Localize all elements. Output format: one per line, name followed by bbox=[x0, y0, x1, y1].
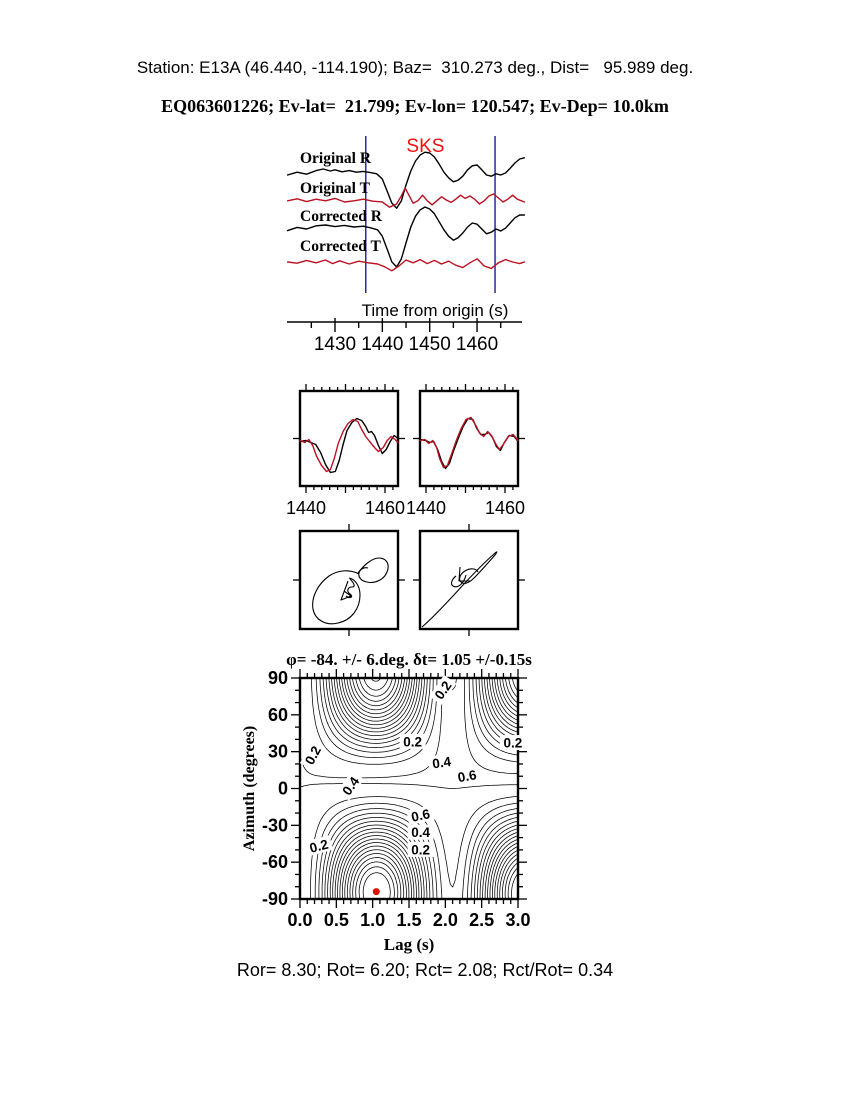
x-tick-label: 1440 bbox=[286, 498, 326, 518]
x-tick-label: 0.0 bbox=[287, 910, 312, 930]
x-tick-label: 1460 bbox=[456, 334, 498, 355]
x-tick-label: 0.5 bbox=[324, 910, 349, 930]
svg-text:0.4: 0.4 bbox=[411, 825, 430, 840]
y-tick-label: -90 bbox=[262, 889, 288, 909]
y-tick-label: -30 bbox=[262, 815, 288, 835]
contour-lines bbox=[299, 677, 519, 900]
x-axis-title: Time from origin (s) bbox=[362, 301, 509, 320]
contour-value-label: 0.2 bbox=[407, 841, 434, 857]
x-tick-label: 1440 bbox=[361, 334, 403, 355]
trace-label: Corrected T bbox=[300, 238, 381, 255]
y-tick-label: 0 bbox=[278, 779, 288, 799]
trace-original-t bbox=[286, 187, 526, 208]
svg-text:0.2: 0.2 bbox=[411, 842, 430, 857]
contour-value-label: 0.4 bbox=[407, 824, 434, 840]
x-tick-label: 1.5 bbox=[396, 910, 421, 930]
station-header: Station: E13A (46.440, -114.190); Baz= 3… bbox=[136, 58, 694, 77]
event-header: EQ063601226; Ev-lat= 21.799; Ev-lon= 120… bbox=[161, 96, 669, 116]
uncorrected-red-trace bbox=[299, 418, 399, 473]
particle-motion-figure bbox=[293, 524, 525, 636]
x-tick-label: 1440 bbox=[406, 498, 446, 518]
trace-corrected-r bbox=[286, 206, 526, 268]
svg-text:0.2: 0.2 bbox=[504, 736, 523, 751]
y-tick-label: 90 bbox=[268, 668, 288, 688]
y-tick-label: -60 bbox=[262, 852, 288, 872]
svg-text:0.6: 0.6 bbox=[410, 806, 432, 825]
x-tick-label: 1460 bbox=[485, 498, 525, 518]
x-tick-label: 3.0 bbox=[505, 910, 530, 930]
x-tick-label: 1450 bbox=[409, 334, 451, 355]
x-tick-label: 1.0 bbox=[360, 910, 385, 930]
trace-label: Corrected R bbox=[300, 208, 383, 225]
contour-value-label: 0.2 bbox=[304, 835, 334, 857]
x-tick-label: 1460 bbox=[365, 498, 405, 518]
x-tick-label: 1430 bbox=[314, 334, 356, 355]
y-tick-label: 30 bbox=[268, 742, 288, 762]
x-tick-label: 2.0 bbox=[433, 910, 458, 930]
motion-path-corrected bbox=[421, 551, 498, 628]
error-surface-figure: 0.0 0.5 1.0 1.5 2.0 2.5 3.0 90 60 30 0 -30 -60 -90 φ= … bbox=[241, 650, 532, 954]
trace-label: Original T bbox=[300, 180, 371, 197]
panel-box-uncorrected bbox=[298, 389, 400, 488]
trace-corrected-t bbox=[286, 258, 526, 272]
trace-label: Original R bbox=[300, 150, 372, 167]
uncorrected-black-trace bbox=[299, 417, 399, 474]
x-axis-title: Lag (s) bbox=[384, 935, 435, 954]
x-tick-label: 2.5 bbox=[469, 910, 494, 930]
stats-footer: Ror= 8.30; Rot= 6.20; Rct= 2.08; Rct/Rot… bbox=[236, 960, 614, 980]
contour-value-label: 0.2 bbox=[499, 735, 526, 751]
corrected-red-trace bbox=[419, 416, 519, 469]
trace-original-r bbox=[286, 151, 526, 209]
windowed-waveforms-figure: 1440 1460 1440 1460 bbox=[286, 384, 525, 518]
y-axis-title: Azimuth (degrees) bbox=[241, 726, 258, 851]
contour-value-label: 0.2 bbox=[399, 733, 426, 749]
solution-dot bbox=[372, 888, 380, 896]
svg-text:0.2: 0.2 bbox=[403, 734, 422, 749]
contour-title: φ= -84. +/- 6.deg. δt= 1.05 +/-0.15s bbox=[286, 650, 532, 669]
overview-waveforms-figure: SKS Original R Original T Corrected R Correc… bbox=[286, 136, 526, 355]
contour-value-label: 0.4 bbox=[336, 770, 365, 801]
contour-value-label: 0.6 bbox=[406, 804, 435, 826]
motion-path-original bbox=[312, 557, 389, 625]
svg-text:0.6: 0.6 bbox=[457, 767, 479, 785]
panel-box-corrected bbox=[418, 389, 520, 488]
contour-value-label: 0.4 bbox=[427, 752, 456, 772]
contour-value-label: 0.6 bbox=[452, 766, 482, 786]
svg-text:0.4: 0.4 bbox=[431, 754, 452, 772]
y-tick-label: 60 bbox=[268, 705, 288, 725]
svg-text:0.2: 0.2 bbox=[308, 837, 330, 856]
phase-label: SKS bbox=[406, 136, 444, 157]
